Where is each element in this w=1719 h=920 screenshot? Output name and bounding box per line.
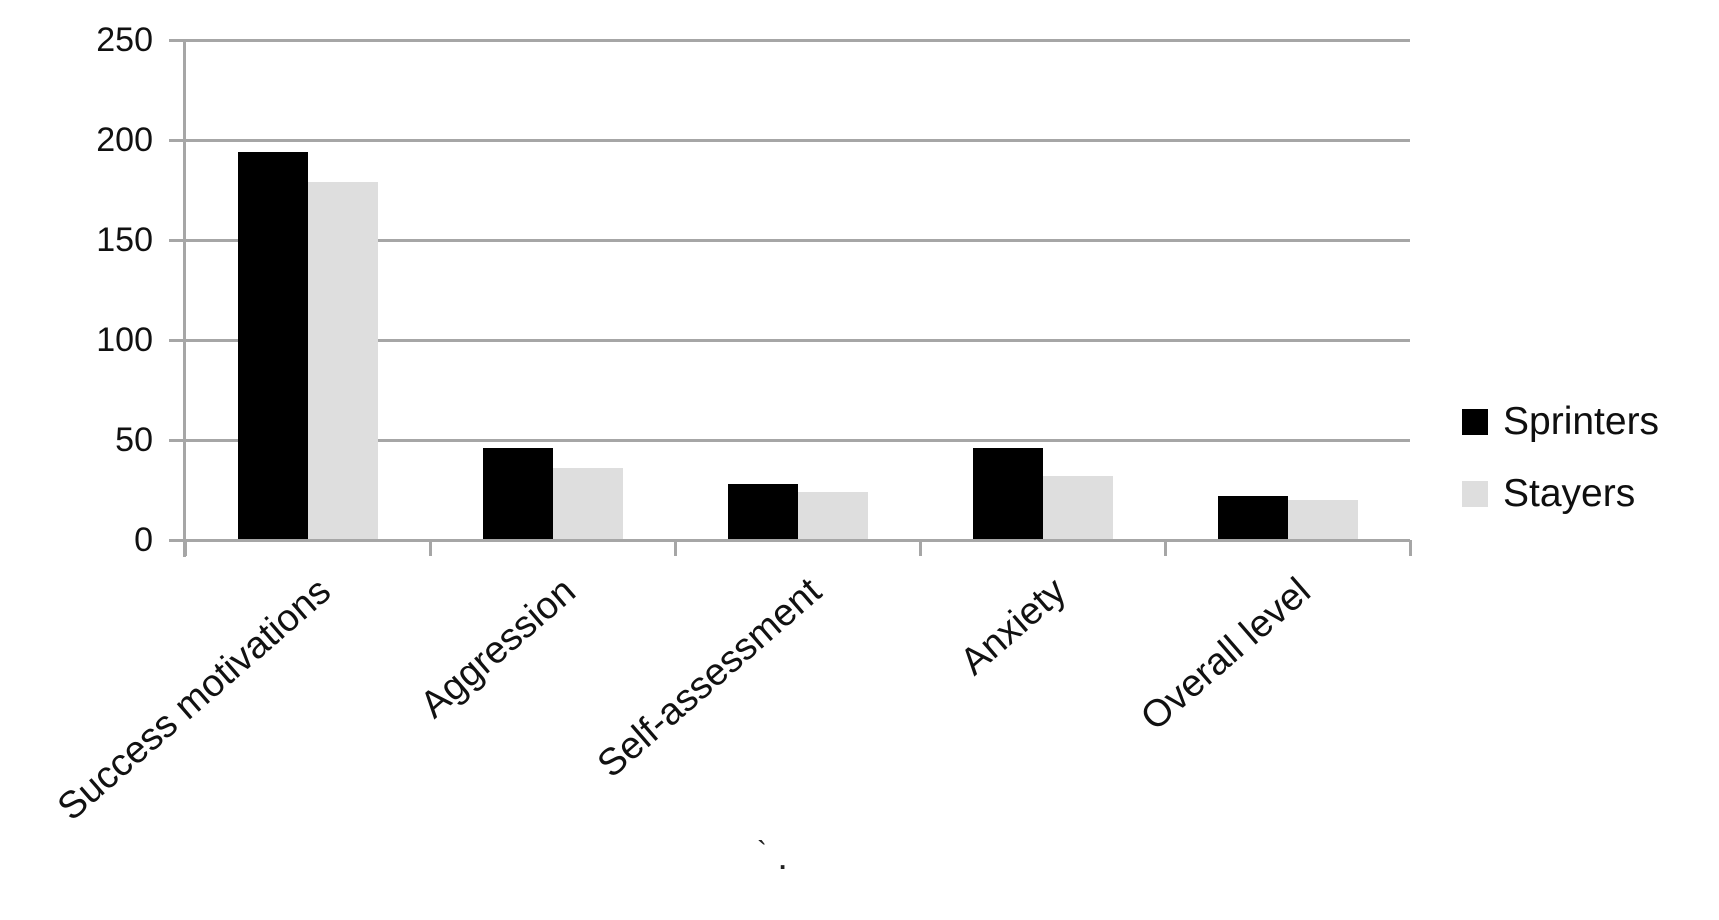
y-axis-label-0: 0 [134, 521, 153, 559]
legend-item-sprinters: Sprinters [1462, 399, 1659, 445]
y-axis-label-50: 50 [115, 421, 153, 459]
y-gridline-250 [185, 39, 1410, 42]
y-axis-label-200: 200 [96, 121, 153, 159]
y-axis-label-100: 100 [96, 321, 153, 359]
y-tick-50 [169, 439, 185, 442]
y-gridline-50 [185, 439, 1410, 442]
y-axis-label-150: 150 [96, 221, 153, 259]
bar-sprinters-self-assessment [727, 484, 798, 540]
legend-item-stayers: Stayers [1462, 471, 1659, 517]
y-gridline-150 [185, 239, 1410, 242]
y-axis-line [183, 39, 186, 557]
bar-sprinters-success-motivations [237, 152, 308, 540]
x-axis-label-anxiety: Anxiety [952, 570, 1075, 684]
y-tick-0 [169, 539, 185, 542]
stray-mark-dot: . [779, 845, 787, 875]
x-axis-baseline [185, 539, 1410, 542]
x-axis-label-overall-level: Overall level [1133, 570, 1320, 739]
legend: Sprinters Stayers [1462, 399, 1659, 517]
bar-stayers-anxiety [1042, 476, 1113, 540]
x-tick-2 [674, 540, 677, 556]
bar-stayers-overall-level [1287, 500, 1358, 540]
x-tick-1 [429, 540, 432, 556]
y-tick-250 [169, 39, 185, 42]
bar-stayers-self-assessment [797, 492, 868, 540]
x-axis-label-success-motivations: Success motivations [50, 570, 340, 829]
y-gridline-200 [185, 139, 1410, 142]
y-tick-100 [169, 339, 185, 342]
x-tick-0 [184, 540, 187, 556]
legend-swatch-sprinters [1462, 409, 1488, 435]
x-tick-5 [1409, 540, 1412, 556]
x-axis-label-aggression: Aggression [413, 570, 585, 727]
legend-label-sprinters: Sprinters [1503, 400, 1660, 443]
bar-stayers-aggression [552, 468, 623, 540]
y-gridline-100 [185, 339, 1410, 342]
x-axis-label-self-assessment: Self-assessment [589, 570, 830, 786]
bar-sprinters-overall-level [1217, 496, 1288, 540]
stray-mark-backtick: ` [757, 836, 767, 869]
x-tick-4 [1164, 540, 1167, 556]
bar-sprinters-anxiety [972, 448, 1043, 540]
y-tick-200 [169, 139, 185, 142]
bar-stayers-success-motivations [307, 182, 378, 540]
x-tick-3 [919, 540, 922, 556]
bar-sprinters-aggression [482, 448, 553, 540]
y-axis-label-250: 250 [96, 21, 153, 59]
legend-swatch-stayers [1462, 481, 1488, 507]
y-tick-150 [169, 239, 185, 242]
legend-label-stayers: Stayers [1503, 472, 1636, 515]
